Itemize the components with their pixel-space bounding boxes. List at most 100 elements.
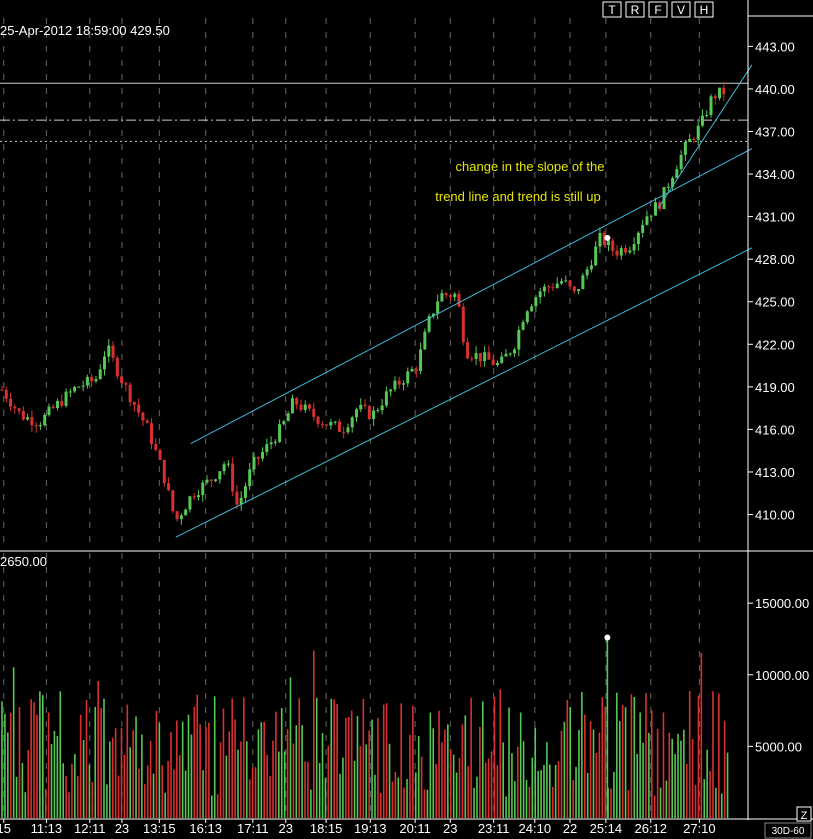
header-button-label: V bbox=[677, 3, 685, 17]
last-price-marker bbox=[604, 234, 611, 241]
header-button-label: H bbox=[700, 3, 709, 17]
candle-body bbox=[248, 469, 252, 487]
candle-body bbox=[683, 141, 687, 155]
header-button-label: T bbox=[608, 3, 616, 17]
candle-body bbox=[94, 379, 98, 382]
header-button-v[interactable] bbox=[671, 1, 691, 18]
time-tick-label: 23 bbox=[279, 821, 293, 836]
candle-body bbox=[636, 232, 640, 245]
price-tick-label: 428.00 bbox=[755, 252, 795, 267]
candle-body bbox=[624, 248, 628, 253]
candle-body bbox=[632, 244, 636, 251]
time-tick-label: 15 bbox=[0, 821, 11, 836]
candle-body bbox=[350, 417, 354, 428]
candle-body bbox=[713, 96, 717, 99]
trend-line bbox=[175, 247, 753, 538]
candle-body bbox=[423, 331, 427, 350]
annotation-line-1: change in the slope of the bbox=[456, 159, 605, 174]
candle-body bbox=[13, 406, 17, 409]
price-tick-label: 440.00 bbox=[755, 82, 795, 97]
candle-body bbox=[124, 383, 128, 385]
candle-body bbox=[141, 412, 145, 421]
candle-body bbox=[312, 408, 316, 417]
annotation-line-2: trend line and trend is still up bbox=[435, 189, 600, 204]
candle-body bbox=[615, 250, 619, 256]
candle-body bbox=[73, 386, 77, 392]
candle-body bbox=[38, 425, 42, 427]
candle-body bbox=[577, 289, 581, 292]
candle-body bbox=[470, 358, 474, 360]
candle-body bbox=[628, 250, 632, 253]
candle-body bbox=[333, 421, 337, 423]
candle-body bbox=[461, 306, 465, 343]
candle-body bbox=[679, 154, 683, 170]
time-tick-label: 20:11 bbox=[399, 821, 431, 836]
candle-body bbox=[34, 425, 38, 427]
candle-body bbox=[718, 87, 722, 99]
candle-body bbox=[128, 384, 132, 403]
price-tick-label: 416.00 bbox=[755, 422, 795, 437]
period-label: 30D-60 bbox=[772, 826, 805, 837]
candle-body bbox=[184, 509, 188, 516]
trend-lines bbox=[175, 64, 753, 538]
candle-body bbox=[60, 400, 64, 406]
candle-body bbox=[342, 431, 346, 433]
trend-line bbox=[657, 64, 753, 209]
candle-body bbox=[359, 404, 363, 410]
candle-body bbox=[709, 96, 713, 116]
candle-body bbox=[671, 178, 675, 187]
candle-body bbox=[410, 369, 414, 372]
time-tick-label: 25:14 bbox=[590, 821, 623, 836]
candle-body bbox=[594, 246, 598, 266]
candle-body bbox=[9, 398, 13, 407]
candle-body bbox=[205, 479, 209, 483]
header-button-label: F bbox=[654, 3, 661, 17]
volume-bars bbox=[1, 634, 729, 818]
header-info: 25-Apr-2012 18:59:00 429.50 bbox=[0, 23, 170, 38]
candle-body bbox=[602, 232, 606, 245]
candle-body bbox=[21, 411, 25, 420]
candle-body bbox=[269, 442, 273, 445]
candle-body bbox=[231, 463, 235, 492]
candle-body bbox=[295, 398, 299, 405]
header-button-r[interactable] bbox=[625, 1, 645, 18]
time-tick-label: 22 bbox=[563, 821, 577, 836]
candle-body bbox=[107, 345, 111, 357]
candle-body bbox=[457, 293, 461, 307]
candle-body bbox=[149, 423, 153, 445]
price-tick-label: 434.00 bbox=[755, 167, 795, 182]
volume-tick-label: 15000.00 bbox=[755, 596, 809, 611]
header-button-t[interactable] bbox=[602, 1, 622, 18]
header-button-f[interactable] bbox=[648, 1, 668, 18]
candle-body bbox=[606, 240, 610, 245]
candle-body bbox=[517, 329, 521, 350]
candle-body bbox=[419, 349, 423, 371]
candle-body bbox=[401, 383, 405, 385]
candle-body bbox=[692, 138, 696, 140]
candle-body bbox=[542, 286, 546, 292]
zoom-button[interactable] bbox=[796, 806, 812, 822]
candle-body bbox=[568, 280, 572, 287]
candle-body bbox=[436, 301, 440, 314]
candle-body bbox=[495, 362, 499, 366]
candle-body bbox=[265, 444, 269, 452]
candle-body bbox=[560, 281, 564, 284]
candle-body bbox=[440, 293, 444, 302]
candle-body bbox=[85, 377, 89, 386]
time-tick-label: 23 bbox=[115, 821, 129, 836]
header-button-h[interactable] bbox=[694, 1, 714, 18]
candle-body bbox=[448, 295, 452, 298]
candle-body bbox=[179, 515, 183, 520]
period-box[interactable] bbox=[764, 822, 812, 839]
volume-peak-marker bbox=[604, 634, 611, 641]
candle-body bbox=[282, 421, 286, 425]
candle-body bbox=[453, 293, 457, 298]
candle-body bbox=[81, 385, 85, 387]
candle-body bbox=[47, 406, 51, 415]
candle-body bbox=[487, 352, 491, 360]
time-tick-label: 11:13 bbox=[31, 821, 63, 836]
candle-body bbox=[384, 391, 388, 406]
candle-body bbox=[218, 471, 222, 480]
